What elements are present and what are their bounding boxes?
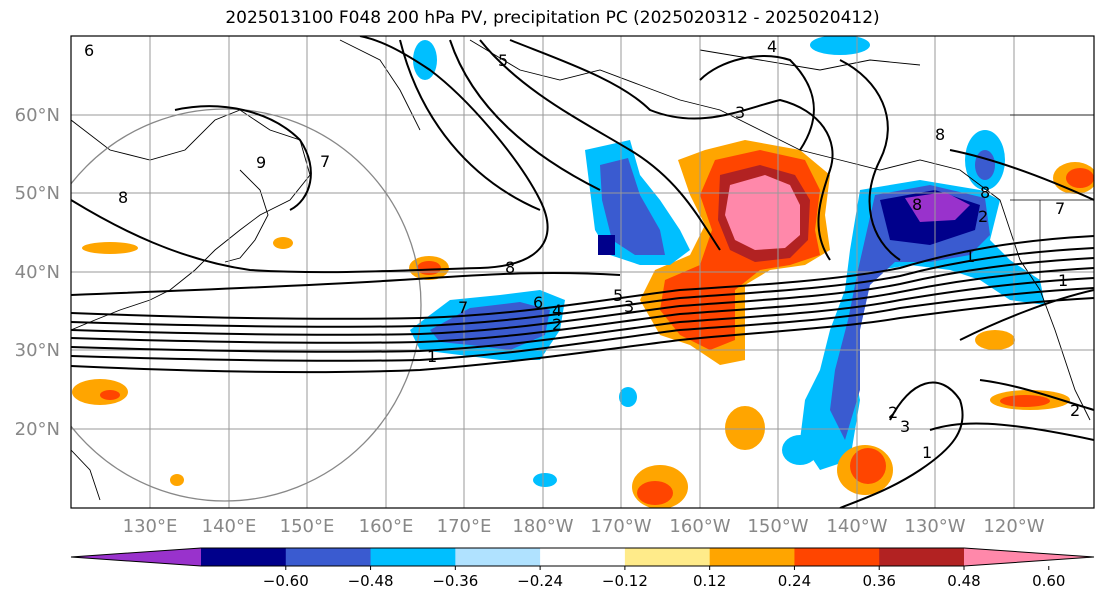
colorbar-extend-low — [71, 548, 201, 566]
pv-contour-label: 1 — [427, 347, 437, 366]
lon-label: 150°W — [747, 516, 808, 537]
colorbar-tick-label: 0.24 — [778, 572, 811, 590]
pv-contour-label: 2 — [1070, 401, 1080, 420]
colorbar-segment — [201, 548, 287, 566]
pv-contour-label: 7 — [320, 152, 330, 171]
lat-label: 20°N — [15, 419, 60, 440]
radius-circle — [71, 108, 422, 502]
contour-labels: 1 2 3 4 5 6 7 8 8 7 6 5 4 3 2 1 9 8 1 2 … — [84, 37, 1080, 462]
pv-contour-label: 1 — [1058, 271, 1068, 290]
colorbar-segment — [879, 548, 965, 566]
lon-label: 140°W — [826, 516, 887, 537]
lon-label: 170°W — [590, 516, 651, 537]
lon-label: 140°E — [202, 516, 257, 537]
pv-contour-label: 8 — [935, 125, 945, 144]
lon-label: 120°W — [983, 516, 1044, 537]
pv-contour-label: 8 — [505, 258, 515, 277]
colorbar-segment — [370, 548, 456, 566]
colorbar-tick-label: −0.24 — [517, 572, 563, 590]
lat-label: 40°N — [15, 262, 60, 283]
lon-labels: 130°E 140°E 150°E 160°E 170°E 180°W 170°… — [123, 516, 1045, 537]
colorbar-segment — [709, 548, 795, 566]
colorbar-tick-label: −0.36 — [432, 572, 478, 590]
lat-label: 30°N — [15, 340, 60, 361]
pv-contour-label: 5 — [498, 51, 508, 70]
precip-shading — [72, 36, 1094, 508]
colorbar-tick-label: 0.36 — [863, 572, 896, 590]
lon-label: 160°W — [669, 516, 730, 537]
colorbar-segment — [285, 548, 372, 566]
pv-contour-label: 9 — [256, 153, 266, 172]
colorbar-segment — [540, 548, 626, 566]
pv-contour-label: 6 — [84, 41, 94, 60]
pv-contour-label: 4 — [552, 301, 562, 320]
pv-contour-label: 3 — [624, 297, 634, 316]
lat-label: 60°N — [15, 105, 60, 126]
pv-contour-label: 4 — [767, 37, 777, 56]
pv-contour-label: 2 — [888, 403, 898, 422]
lat-label: 50°N — [15, 183, 60, 204]
pv-contour-label: 5 — [613, 286, 623, 305]
pv-contour-label: 8 — [980, 183, 990, 202]
pv-contour-label: 3 — [900, 417, 910, 436]
colorbar-segment — [624, 548, 711, 566]
pv-contour-label: 8 — [118, 188, 128, 207]
pv-contour-label: 3 — [735, 103, 745, 122]
pv-contour-label: 1 — [965, 247, 975, 266]
colorbar-tick-label: −0.12 — [602, 572, 648, 590]
colorbar-tick-label: −0.60 — [263, 572, 309, 590]
colorbar-extend-high — [964, 548, 1094, 566]
pv-contour-label: 2 — [978, 207, 988, 226]
pv-contour-label: 1 — [922, 443, 932, 462]
pv-contour-label: 7 — [1055, 199, 1065, 218]
colorbar-segment — [455, 548, 541, 566]
pv-contour-label: 7 — [458, 298, 468, 317]
lat-labels: 60°N 50°N 40°N 30°N 20°N — [15, 105, 60, 440]
lon-label: 180°W — [512, 516, 573, 537]
lon-label: 150°E — [280, 516, 335, 537]
colorbar-outline — [70, 547, 1095, 567]
pv-contours — [71, 36, 1094, 508]
colorbar-tick-label: 0.12 — [693, 572, 726, 590]
pv-contour-label: 8 — [912, 195, 922, 214]
colorbar: −0.60 −0.48 −0.36 −0.24 −0.12 0.12 0.24 0.36 0.4… — [70, 547, 1095, 590]
colorbar-segment — [794, 548, 880, 566]
graticule — [71, 36, 1094, 508]
map-title: 2025013100 F048 200 hPa PV, precipitatio… — [225, 8, 880, 28]
colorbar-tick-label: 0.60 — [1032, 572, 1065, 590]
colorbar-tick-label: −0.48 — [348, 572, 394, 590]
lon-label: 170°E — [437, 516, 492, 537]
lon-label: 160°E — [359, 516, 414, 537]
lon-label: 130°W — [904, 516, 965, 537]
colorbar-tick-label: 0.48 — [947, 572, 980, 590]
lon-label: 130°E — [123, 516, 178, 537]
map-frame — [70, 35, 1095, 509]
pv-contour-label: 6 — [533, 293, 543, 312]
pv-contour-label: 2 — [552, 315, 562, 334]
